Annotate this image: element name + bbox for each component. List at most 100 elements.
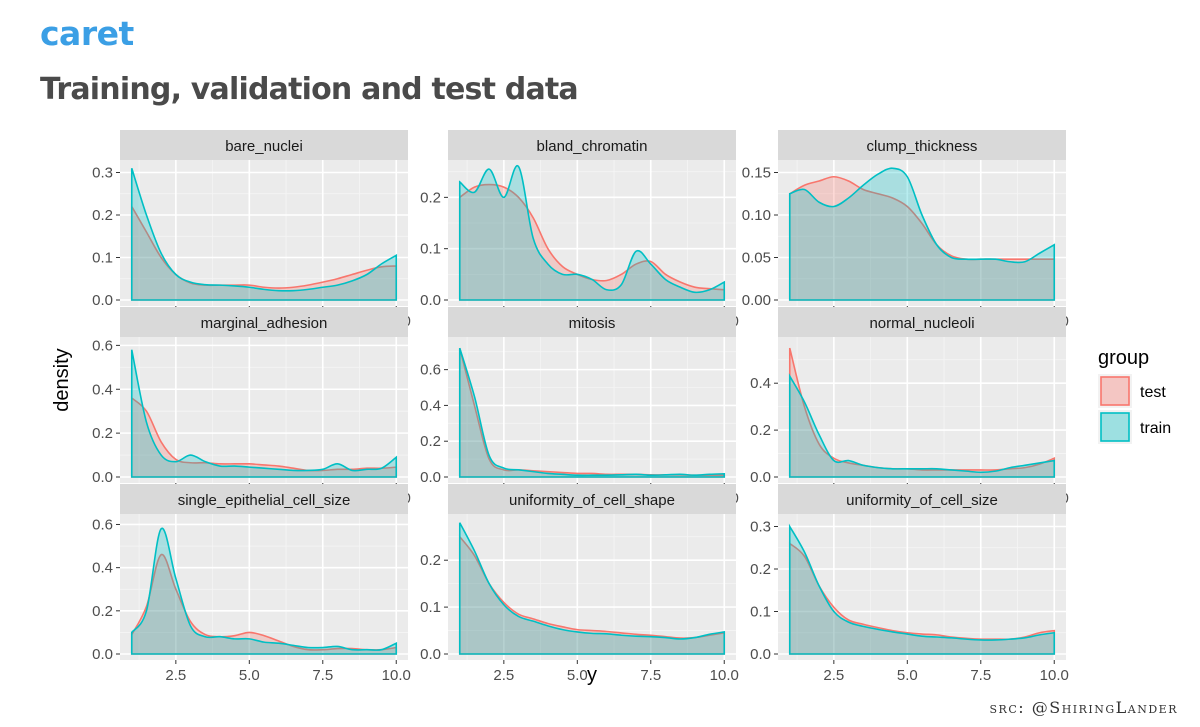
y-tick-label: 0.2 (420, 552, 441, 569)
legend-swatch-test (1100, 376, 1130, 406)
y-tick-label: 0.4 (92, 560, 113, 577)
x-tick-label: 5.0 (567, 667, 588, 684)
density-area-test (788, 347, 1056, 478)
x-tick-label: 5.0 (239, 667, 260, 684)
y-tick-label: 0.0 (750, 469, 771, 486)
density-area-train (458, 522, 726, 655)
panel-background (120, 160, 408, 306)
y-tick-label: 0.3 (750, 519, 771, 536)
facet-strip (448, 307, 736, 337)
legend-title: group (1098, 347, 1149, 369)
slide-title: Training, validation and test data (40, 72, 579, 107)
legend-swatch-train (1100, 412, 1130, 442)
y-tick-label: 0.0 (92, 469, 113, 486)
legend-key-train (1098, 410, 1132, 444)
x-tick-label: 7.5 (640, 667, 661, 684)
y-axis-title: density (51, 348, 73, 411)
facet-strip-label: uniformity_of_cell_shape (509, 492, 675, 509)
facet-strip (778, 484, 1066, 514)
x-tick-label: 2.5 (493, 667, 514, 684)
y-tick-label: 0.2 (92, 425, 113, 442)
y-tick-label: 0.05 (742, 250, 771, 267)
panel-background (778, 337, 1066, 483)
legend-label-test: test (1140, 384, 1166, 401)
facet-strip-label: clump_thickness (867, 138, 978, 155)
facet-strip-label: uniformity_of_cell_size (846, 492, 998, 509)
density-area-train (130, 168, 398, 301)
y-tick-label: 0.4 (750, 375, 771, 392)
facet-strip-label: single_epithelial_cell_size (178, 492, 351, 509)
facet-single_epithelial_cell_size: single_epithelial_cell_size 0.0 0.2 0.4 0.6 2… (92, 484, 411, 684)
y-tick-label: 0.6 (420, 362, 441, 379)
source-credit: src: @ShiringLander (989, 698, 1178, 717)
density-area-train (788, 167, 1056, 301)
density-area-test (788, 175, 1056, 301)
facet-strip (778, 130, 1066, 160)
x-tick-label: 10.0 (1040, 667, 1069, 684)
panel-background (120, 337, 408, 483)
y-tick-label: 0.6 (92, 516, 113, 533)
y-tick-label: 0.0 (420, 646, 441, 663)
panel-background (448, 337, 736, 483)
facet-grid: bare_nuclei 0.0 0.1 0.2 0.3 2.5 5.0 7.5 10.0 blan… (92, 130, 1069, 684)
y-tick-label: 0.2 (92, 207, 113, 224)
facet-strip (448, 130, 736, 160)
y-tick-label: 0.00 (742, 292, 771, 309)
y-tick-label: 0.0 (420, 292, 441, 309)
y-tick-label: 0.1 (92, 250, 113, 267)
legend: group test train (1098, 347, 1171, 444)
facet-strip-label: bare_nuclei (225, 138, 303, 155)
legend-label-train: train (1140, 420, 1171, 437)
x-tick-label: 7.5 (970, 667, 991, 684)
density-area-train (788, 523, 1056, 655)
facet-uniformity_of_cell_shape: uniformity_of_cell_shape 0.0 0.1 0.2 2.5 5.0 7… (420, 484, 739, 684)
y-tick-label: 0.6 (92, 337, 113, 354)
x-tick-label: 10.0 (382, 667, 411, 684)
y-tick-label: 0.2 (750, 422, 771, 439)
density-area-test (130, 553, 398, 655)
density-area-train (458, 165, 726, 301)
density-area-train (458, 347, 726, 478)
y-tick-label: 0.2 (420, 189, 441, 206)
y-tick-label: 0.1 (420, 599, 441, 616)
density-area-test (458, 534, 726, 655)
y-tick-label: 0.0 (750, 646, 771, 663)
x-tick-label: 10.0 (710, 667, 739, 684)
x-tick-label: 5.0 (897, 667, 918, 684)
y-tick-label: 0.4 (92, 381, 113, 398)
facet-strip (120, 307, 408, 337)
y-tick-label: 0.0 (92, 646, 113, 663)
facet-strip-label: marginal_adhesion (201, 315, 328, 332)
density-area-train (130, 527, 398, 655)
y-tick-label: 0.1 (750, 604, 771, 621)
density-area-train (130, 349, 398, 478)
y-tick-label: 0.4 (420, 397, 441, 414)
x-axis-title: y (587, 664, 597, 686)
y-tick-label: 0.2 (750, 561, 771, 578)
facet-strip (120, 130, 408, 160)
y-tick-label: 0.15 (742, 165, 771, 182)
density-area-train (788, 373, 1056, 478)
y-tick-label: 0.2 (92, 603, 113, 620)
facet-strip (448, 484, 736, 514)
facet-strip (120, 484, 408, 514)
legend-key-test (1098, 374, 1132, 408)
x-tick-label: 2.5 (823, 667, 844, 684)
panel-background (448, 514, 736, 660)
y-tick-label: 0.3 (92, 165, 113, 182)
x-tick-label: 2.5 (165, 667, 186, 684)
facet-strip (778, 307, 1066, 337)
facet-uniformity_of_cell_size: uniformity_of_cell_size 0.0 0.1 0.2 0.3 2.5 5.… (750, 484, 1069, 684)
panel-background (778, 160, 1066, 306)
y-tick-label: 0.1 (420, 241, 441, 258)
y-tick-label: 0.10 (742, 207, 771, 224)
y-tick-label: 0.0 (92, 292, 113, 309)
deck-title: caret (40, 14, 134, 53)
x-tick-label: 7.5 (312, 667, 333, 684)
facet-marginal_adhesion: marginal_adhesion0.00.20.40.62.55.07.510… (92, 307, 411, 507)
